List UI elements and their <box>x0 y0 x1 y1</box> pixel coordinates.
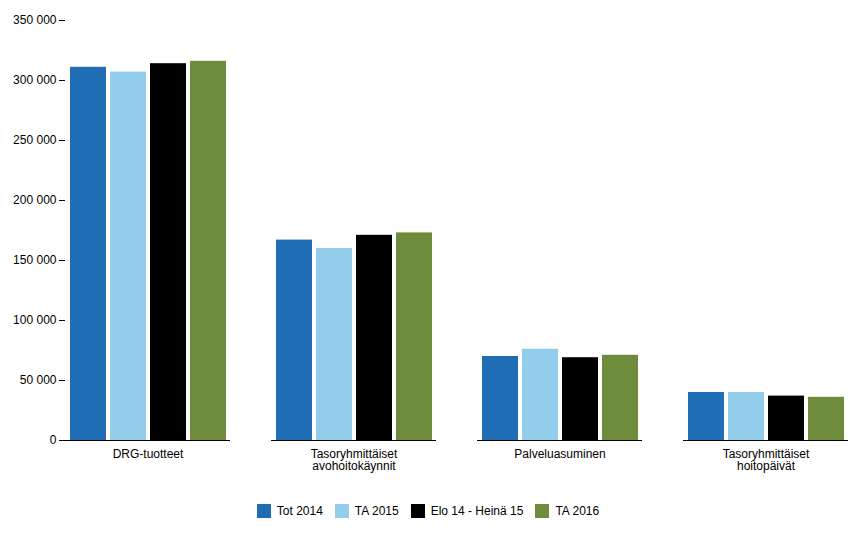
svg-text:Tasoryhmittäisethoitopäivät: Tasoryhmittäisethoitopäivät <box>723 447 810 473</box>
svg-text:350 000: 350 000 <box>13 13 57 27</box>
svg-text:150 000: 150 000 <box>13 253 57 267</box>
svg-text:0: 0 <box>50 433 57 447</box>
svg-text:100 000: 100 000 <box>13 313 57 327</box>
html-text:Elo 14 - Heinä 15: Elo 14 - Heinä 15 <box>430 503 524 518</box>
svg-text:250 000: 250 000 <box>13 133 57 147</box>
html-text:Tot 2014: Tot 2014 <box>276 503 323 518</box>
svg-text:Palveluasuminen: Palveluasuminen <box>514 447 605 461</box>
svg-text:50 000: 50 000 <box>20 373 57 387</box>
svg-text:200 000: 200 000 <box>13 193 57 207</box>
svg-text:Tasoryhmittäisetavohoitokäynni: Tasoryhmittäisetavohoitokäynnit <box>311 447 398 473</box>
html-text:TA 2016: TA 2016 <box>555 503 600 518</box>
svg-text:DRG-tuotteet: DRG-tuotteet <box>113 447 184 461</box>
svg-text:300 000: 300 000 <box>13 73 57 87</box>
html-text:TA 2015: TA 2015 <box>354 503 399 518</box>
